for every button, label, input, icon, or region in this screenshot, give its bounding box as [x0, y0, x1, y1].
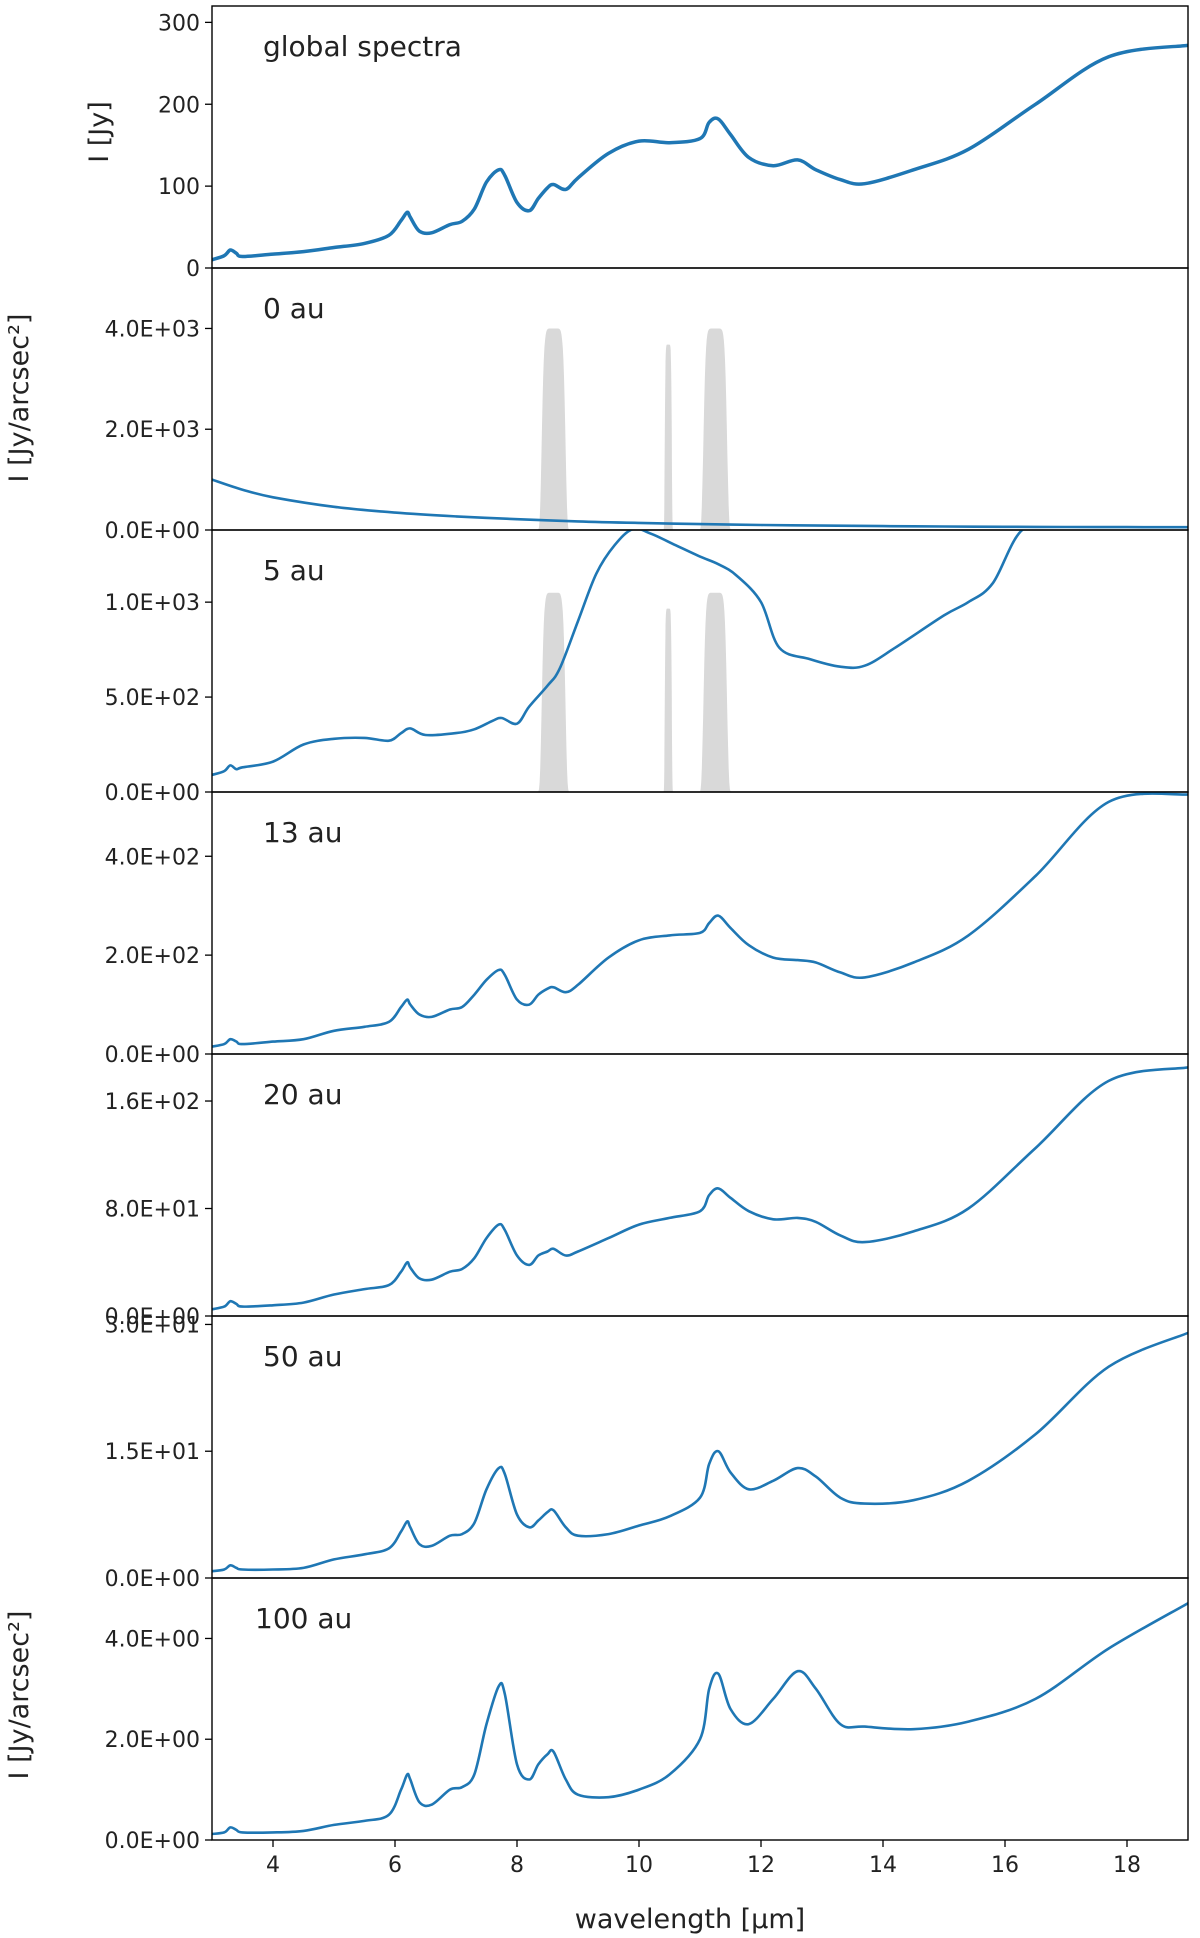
y-tick-label-0-1: 100: [158, 175, 200, 200]
x-axis-label: wavelength [μm]: [575, 1904, 805, 1935]
y-tick-label-5-2: 3.0E+01: [105, 1313, 200, 1338]
spectrum-line-3: [212, 792, 1188, 1048]
y-tick-label-5-0: 0.0E+00: [105, 1567, 200, 1592]
y-tick-label-2-1: 5.0E+02: [105, 686, 200, 711]
y-tick-label-1-2: 4.0E+03: [105, 317, 200, 342]
filter-band-1: [661, 344, 676, 530]
panel-frame-3: [211, 791, 1189, 1055]
panel-plot-area: [212, 1331, 1188, 1573]
y-tick-label-4-1: 8.0E+01: [105, 1198, 200, 1223]
y-tick-label-3-0: 0.0E+00: [105, 1043, 200, 1068]
panel-frame-5: [211, 1315, 1189, 1579]
panel-frame-4: [211, 1053, 1189, 1317]
panel-frame-1: [211, 267, 1189, 531]
y-tick-label-0-3: 300: [158, 11, 200, 36]
y-tick-label-6-1: 2.0E+00: [105, 1728, 200, 1753]
x-tick-label-6: 16: [991, 1853, 1019, 1878]
panel-plot-area: [212, 328, 1188, 530]
y-tick-label-6-2: 4.0E+00: [105, 1627, 200, 1652]
y-tick-label-2-0: 0.0E+00: [105, 781, 200, 806]
panel-plot-area: [212, 1066, 1188, 1311]
y-axis-label-bottom: I [Jy/arcsec²]: [4, 1611, 35, 1780]
x-tick-label-1: 6: [388, 1853, 402, 1878]
x-tick-label-2: 8: [510, 1853, 524, 1878]
panel-label-5: 50 au: [263, 1340, 342, 1373]
panel-label-6: 100 au: [255, 1602, 352, 1635]
x-tick-label-5: 14: [869, 1853, 897, 1878]
panel-label-4: 20 au: [263, 1078, 342, 1111]
y-tick-label-2-2: 1.0E+03: [105, 591, 200, 616]
y-axis-label-middle: I [Jy/arcsec²]: [4, 314, 35, 483]
filter-band-2: [690, 328, 740, 530]
spectrum-line-5: [212, 1331, 1188, 1573]
panel-frame-2: [211, 529, 1189, 793]
spectrum-line-4: [212, 1066, 1188, 1311]
panel-label-1: 0 au: [263, 292, 325, 325]
x-tick-label-0: 4: [266, 1853, 280, 1878]
x-tick-label-7: 18: [1113, 1853, 1141, 1878]
panel-plot-area: [212, 1602, 1188, 1836]
y-axis-label-top: I [Jy]: [84, 101, 115, 163]
panel-plot-area: [212, 530, 1066, 792]
y-tick-label-1-0: 0.0E+00: [105, 519, 200, 544]
panel-plot-area: [212, 43, 1188, 262]
panel-label-0: global spectra: [263, 30, 462, 63]
y-tick-label-0-2: 200: [158, 93, 200, 118]
y-tick-label-4-2: 1.6E+02: [105, 1090, 200, 1115]
panel-label-2: 5 au: [263, 554, 325, 587]
panel-plot-area: [212, 792, 1188, 1048]
y-tick-label-4-0: 0.0E+00: [105, 1305, 200, 1330]
filter-band-0: [529, 328, 578, 530]
y-tick-label-1-1: 2.0E+03: [105, 418, 200, 443]
y-tick-label-3-2: 4.0E+02: [105, 845, 200, 870]
panel-label-3: 13 au: [263, 816, 342, 849]
y-tick-label-0-0: 0: [186, 257, 200, 282]
y-tick-label-5-1: 1.5E+01: [105, 1440, 200, 1465]
x-tick-label-3: 10: [625, 1853, 653, 1878]
filter-band-2: [690, 592, 740, 792]
filter-band-1: [661, 608, 676, 792]
spectrum-line-2: [212, 530, 1066, 777]
filter-band-0: [529, 592, 578, 792]
y-tick-label-3-1: 2.0E+02: [105, 944, 200, 969]
spectrum-line-6: [212, 1602, 1188, 1836]
panel-frame-6: [211, 1577, 1189, 1841]
spectrum-line-1: [212, 478, 1188, 529]
spectrum-line-0: [212, 43, 1188, 262]
x-tick-label-4: 12: [747, 1853, 775, 1878]
y-tick-label-6-0: 0.0E+00: [105, 1829, 200, 1854]
